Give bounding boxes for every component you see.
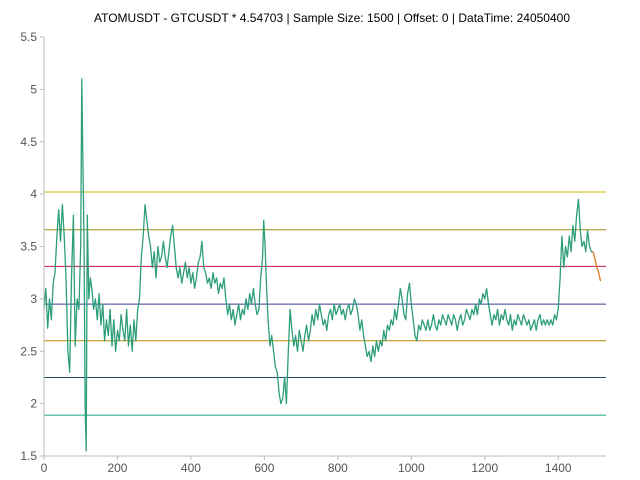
y-tick-label: 3.5: [20, 240, 37, 254]
y-tick-label: 5.5: [20, 30, 37, 44]
x-tick-label: 800: [328, 461, 348, 475]
x-axis-ticks: 0 200 400 600 800 1000 1200 1400: [41, 456, 572, 475]
x-tick-label: 200: [107, 461, 127, 475]
x-tick-label: 600: [254, 461, 274, 475]
y-tick-label: 3: [30, 292, 37, 306]
y-tick-label: 2.5: [20, 344, 37, 358]
series-layer: [43, 78, 602, 452]
x-tick-label: 1200: [471, 461, 498, 475]
chart-title: ATOMUSDT - GTCUSDT * 4.54703 | Sample Si…: [94, 11, 570, 25]
y-tick-label: 2: [30, 397, 37, 411]
x-tick-label: 0: [41, 461, 48, 475]
y-tick-label: 4: [30, 187, 37, 201]
axes: [43, 37, 606, 457]
y-axis-ticks: 1.5 2 2.5 3 3.5 4 4.5 5 5.5: [20, 30, 44, 463]
y-tick-label: 1.5: [20, 449, 37, 463]
x-tick-label: 1400: [545, 461, 572, 475]
y-tick-label: 4.5: [20, 135, 37, 149]
x-tick-label: 400: [181, 461, 201, 475]
series-line-main: [43, 78, 594, 452]
series-line-projection: [592, 251, 602, 282]
reference-lines: [44, 191, 606, 416]
y-tick-label: 5: [30, 82, 37, 96]
x-tick-label: 1000: [398, 461, 425, 475]
